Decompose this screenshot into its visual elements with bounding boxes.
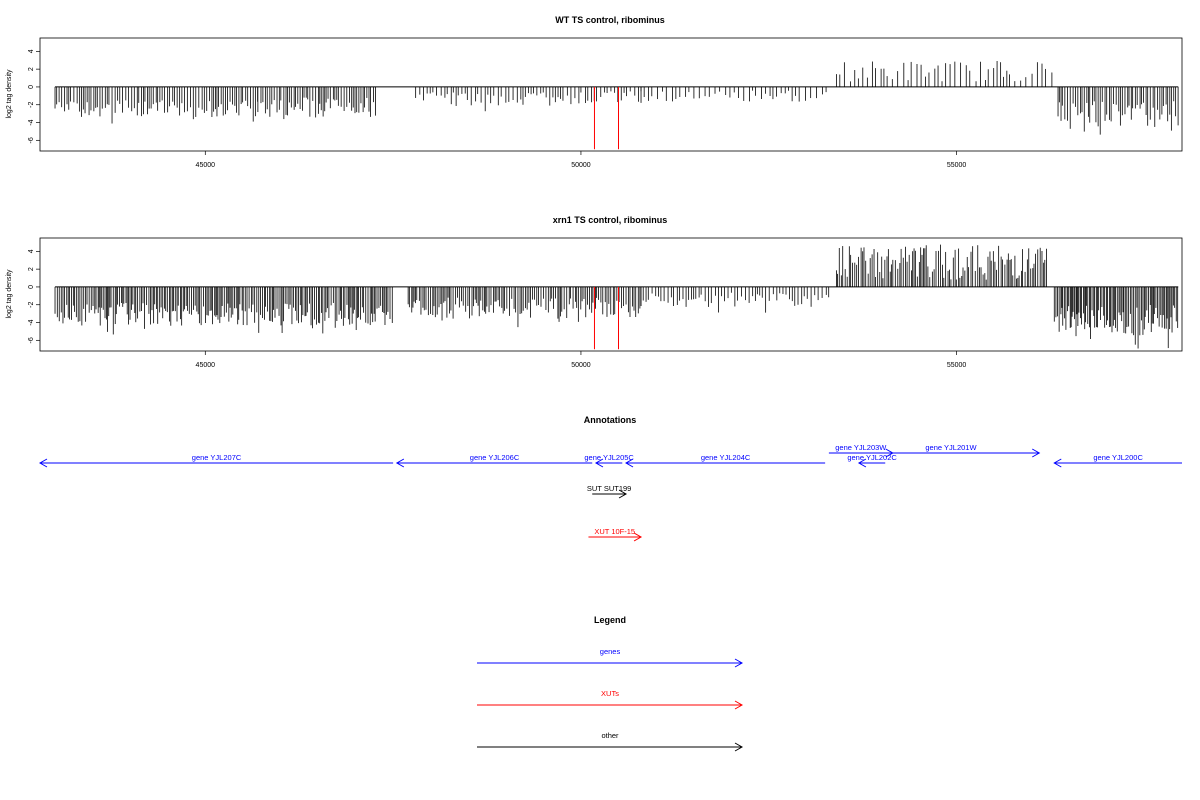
x-tick-label: 55000 — [947, 362, 967, 369]
panel-2-title: xrn1 TS control, ribominus — [553, 215, 668, 225]
feature-label: gene YJL206C — [470, 453, 520, 462]
annotations-title: Annotations — [584, 415, 637, 425]
y-tick-label: -2 — [28, 302, 35, 308]
feature-label: gene YJL204C — [701, 453, 751, 462]
feature-label: gene YJL207C — [192, 453, 242, 462]
arrowhead — [1053, 458, 1062, 468]
legend-label: genes — [600, 647, 621, 656]
y-tick-label: -6 — [28, 137, 35, 143]
arrowhead — [1032, 448, 1041, 458]
feature-label: gene YJL205C — [584, 453, 634, 462]
plot-frame — [39, 37, 1183, 152]
panel-2-plot: -6 -4 -2 0 2 4 45000 50000 55000 — [28, 237, 1183, 369]
x-tick-label: 45000 — [196, 162, 216, 169]
x-tick-label: 55000 — [947, 162, 967, 169]
y-tick-label: -4 — [28, 119, 35, 125]
y-tick-label: 0 — [28, 85, 35, 89]
legend-title: Legend — [594, 615, 626, 625]
arrowhead — [38, 458, 48, 468]
plot-frame — [39, 237, 1183, 352]
panel-1-title: WT TS control, ribominus — [555, 15, 665, 25]
legend-label: other — [601, 731, 619, 740]
legend-arrowhead — [734, 658, 744, 668]
feature-label: gene YJL200C — [1093, 453, 1143, 462]
x-tick-label: 50000 — [571, 162, 591, 169]
y-tick-label: 4 — [28, 49, 35, 53]
legend-arrowhead — [734, 700, 744, 710]
y-tick-label: -6 — [28, 337, 35, 343]
legend-label: XUTs — [601, 689, 619, 698]
x-tick-label: 50000 — [571, 362, 591, 369]
arrowhead — [857, 458, 867, 468]
annotations-track: gene YJL207C gene YJL206C gene YJL205C gene… — [38, 443, 1182, 542]
y-tick-label: -4 — [28, 319, 35, 325]
panel-1-ylabel: log2 tag density — [6, 69, 13, 119]
legend-arrowhead — [734, 742, 744, 752]
y-tick-label: 2 — [28, 67, 35, 71]
y-tick-label: -2 — [28, 102, 35, 108]
arrowhead — [625, 458, 634, 468]
arrowhead — [395, 458, 405, 468]
arrowhead — [594, 458, 604, 468]
panel-2-ylabel: log2 tag density — [6, 269, 13, 319]
panel-1-plot: -6 -4 -2 0 2 4 45000 50000 55000 — [28, 37, 1183, 169]
feature-label: gene YJL203W — [835, 443, 887, 452]
feature-label: gene YJL201W — [925, 443, 977, 452]
y-tick-label: 2 — [28, 267, 35, 271]
legend: genes XUTs other — [477, 647, 744, 752]
arrowhead — [618, 489, 628, 499]
y-tick-label: 0 — [28, 285, 35, 289]
y-tick-label: 4 — [28, 249, 35, 253]
x-tick-label: 45000 — [196, 362, 216, 369]
feature-label: gene YJL202C — [847, 453, 897, 462]
arrowhead — [633, 532, 643, 542]
feature-label: SUT SUT199 — [587, 484, 631, 493]
feature-label: XUT 10F-15 — [594, 527, 635, 536]
